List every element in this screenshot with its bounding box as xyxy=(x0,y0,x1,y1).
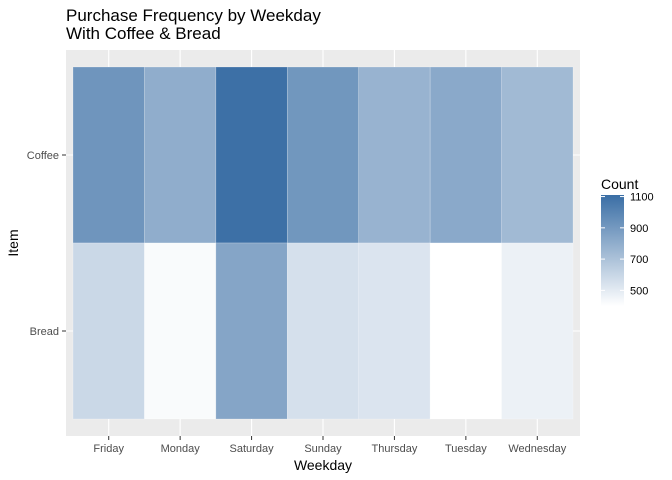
x-tick-label: Saturday xyxy=(230,443,275,455)
legend-ticks: 500 700 900 1100 xyxy=(601,192,654,297)
x-axis-title: Weekday xyxy=(294,457,352,473)
legend-tick-label: 500 xyxy=(630,285,648,297)
x-tick-label: Friday xyxy=(93,443,124,455)
color-legend: Count 500 700 900 1100 xyxy=(601,176,654,306)
heatmap-tiles xyxy=(72,66,574,420)
heatmap-tile-thursday-bread xyxy=(358,242,431,420)
heatmap-tile-saturday-bread xyxy=(215,242,288,420)
legend-tick-label: 1100 xyxy=(630,192,654,204)
heatmap-tile-friday-bread xyxy=(72,242,145,420)
chart-title: Purchase Frequency by Weekday xyxy=(66,6,321,25)
heatmap-tile-wednesday-bread xyxy=(501,242,574,420)
heatmap-tile-saturday-coffee xyxy=(215,66,288,244)
heatmap-tile-friday-coffee xyxy=(72,66,145,244)
legend-title: Count xyxy=(601,176,638,192)
legend-colorbar xyxy=(601,195,624,306)
y-tick-label: Bread xyxy=(30,326,59,338)
heatmap-tile-tuesday-bread xyxy=(429,242,502,420)
y-axis-ticks: Bread Coffee xyxy=(27,150,66,338)
x-axis-ticks: Friday Monday Saturday Sunday Thursday Tuesda… xyxy=(93,436,567,455)
y-axis-title: Item xyxy=(5,229,21,256)
x-tick-label: Wednesday xyxy=(508,443,566,455)
heatmap-tile-monday-coffee xyxy=(144,66,217,244)
heatmap-tile-sunday-bread xyxy=(286,242,360,420)
chart-subtitle: With Coffee & Bread xyxy=(66,24,221,43)
heatmap-tile-sunday-coffee xyxy=(286,66,360,244)
heatmap-tile-thursday-coffee xyxy=(358,66,431,244)
legend-tick-label: 900 xyxy=(630,223,648,235)
x-tick-label: Thursday xyxy=(371,443,417,455)
x-tick-label: Tuesday xyxy=(445,443,487,455)
x-tick-label: Sunday xyxy=(304,443,342,455)
legend-tick-label: 700 xyxy=(630,254,648,266)
heatmap-tile-monday-bread xyxy=(144,242,217,420)
heatmap-tile-tuesday-coffee xyxy=(429,66,502,244)
y-tick-label: Coffee xyxy=(27,150,59,162)
x-tick-label: Monday xyxy=(161,443,201,455)
heatmap-tile-wednesday-coffee xyxy=(501,66,574,244)
